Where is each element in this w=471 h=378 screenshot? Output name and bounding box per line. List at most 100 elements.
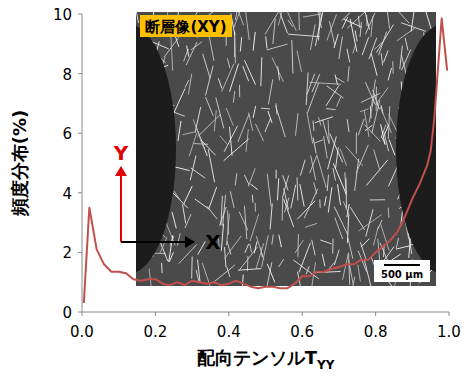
fiber xyxy=(136,12,138,23)
fiber xyxy=(327,14,337,40)
fiber xyxy=(267,264,275,283)
fiber xyxy=(309,82,341,84)
fiber xyxy=(201,140,216,155)
fiber xyxy=(387,12,390,29)
fiber xyxy=(355,159,359,191)
fiber xyxy=(268,111,272,123)
fiber xyxy=(366,160,387,186)
fiber xyxy=(376,87,377,111)
fiber xyxy=(291,185,296,209)
fiber xyxy=(279,235,282,248)
fiber xyxy=(328,187,332,212)
fiber xyxy=(284,199,294,227)
fiber xyxy=(278,66,280,80)
x-tick-label: 0.0 xyxy=(70,323,94,341)
fiber xyxy=(320,240,331,244)
fiber xyxy=(195,107,201,133)
fiber xyxy=(277,178,278,200)
fiber xyxy=(342,17,347,28)
x-tick-label: 0.6 xyxy=(290,323,314,341)
fiber xyxy=(198,241,206,254)
y-tick-label: 8 xyxy=(62,66,72,84)
fiber xyxy=(297,201,315,219)
fiber xyxy=(184,186,193,204)
fiber xyxy=(358,119,364,135)
y-tick xyxy=(78,192,82,193)
fiber xyxy=(336,147,339,168)
x-axis xyxy=(82,312,449,313)
fiber xyxy=(198,114,221,137)
fiber xyxy=(306,266,309,274)
fiber xyxy=(347,215,348,243)
y-tick xyxy=(78,312,82,313)
fiber xyxy=(178,121,181,141)
y-arrow-label: Y xyxy=(113,141,129,165)
fiber xyxy=(305,223,317,227)
fiber xyxy=(313,121,315,131)
fiber xyxy=(364,110,369,137)
fiber xyxy=(283,175,288,190)
x-tick xyxy=(449,312,450,316)
fiber xyxy=(240,37,241,51)
fiber xyxy=(377,220,382,230)
fiber xyxy=(248,168,255,186)
fiber xyxy=(315,140,323,143)
fiber xyxy=(216,97,224,128)
fiber xyxy=(315,12,321,28)
fiber xyxy=(307,112,313,144)
fiber xyxy=(392,61,393,74)
x-arrow-head xyxy=(185,236,195,248)
fiber xyxy=(347,49,350,63)
y-arrow-head xyxy=(115,166,127,176)
fiber xyxy=(224,126,237,152)
fiber xyxy=(209,187,217,208)
fiber xyxy=(196,270,199,281)
fiber xyxy=(230,64,239,92)
inset-image: 断層像(XY)500 µm xyxy=(80,0,471,296)
fiber xyxy=(230,191,234,208)
fiber xyxy=(265,118,271,132)
fiber xyxy=(348,238,353,259)
fiber xyxy=(388,68,391,80)
fiber xyxy=(333,168,336,181)
fiber xyxy=(365,13,375,34)
fiber xyxy=(250,214,259,241)
fiber xyxy=(254,241,257,253)
scale-bar-bg xyxy=(374,260,430,282)
fiber xyxy=(278,12,285,25)
fiber xyxy=(393,12,409,23)
y-tick xyxy=(78,133,82,134)
fiber xyxy=(245,12,249,40)
inset-label: 断層像(XY) xyxy=(145,18,226,36)
fiber xyxy=(272,57,283,81)
fiber xyxy=(335,218,343,239)
fiber xyxy=(174,191,180,200)
y-arrow xyxy=(120,174,122,242)
fiber xyxy=(209,36,214,61)
fiber xyxy=(169,235,173,262)
fiber xyxy=(238,269,261,271)
fiber xyxy=(300,184,304,206)
fiber xyxy=(260,57,262,86)
fiber xyxy=(370,199,385,200)
fiber xyxy=(319,199,320,208)
fiber xyxy=(282,175,288,197)
x-tick-label: 0.2 xyxy=(143,323,167,341)
fiber xyxy=(251,184,258,190)
fiber xyxy=(326,85,339,106)
fiber xyxy=(327,175,328,191)
fiber xyxy=(364,260,371,286)
x-arrow-label: X xyxy=(205,230,221,254)
fiber xyxy=(266,36,267,48)
fiber xyxy=(295,240,303,253)
fiber xyxy=(161,263,162,273)
fiber xyxy=(333,163,346,193)
fiber xyxy=(186,42,197,65)
fiber xyxy=(245,244,249,253)
fiber xyxy=(235,12,243,25)
fiber xyxy=(172,212,176,228)
fiber xyxy=(279,259,284,267)
fiber xyxy=(342,13,350,21)
y-tick xyxy=(78,252,82,253)
fiber xyxy=(160,237,167,253)
